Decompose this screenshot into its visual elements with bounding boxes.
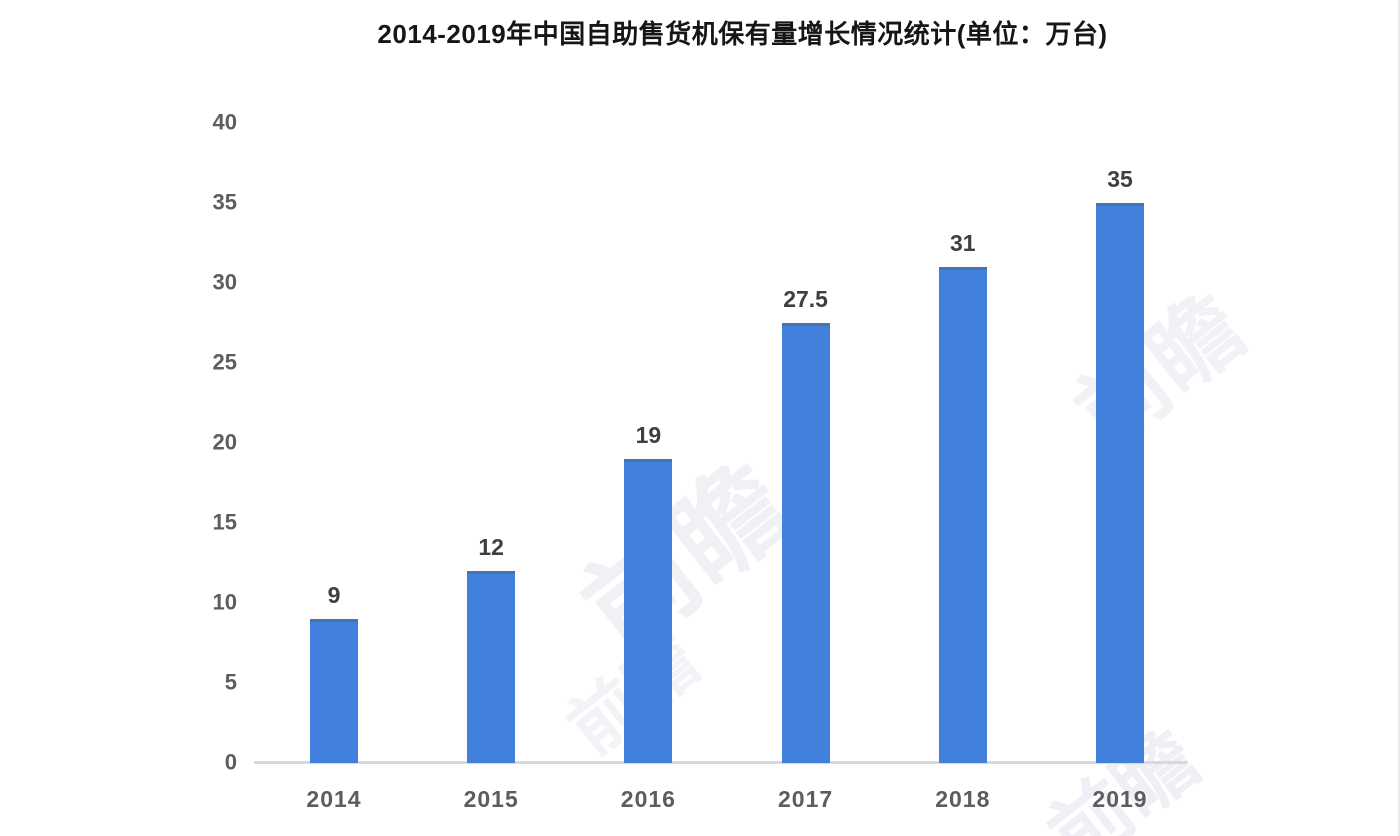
x-tick-label: 2016 xyxy=(620,786,676,812)
value-label: 35 xyxy=(1107,166,1133,192)
value-label: 9 xyxy=(327,582,341,608)
y-tick-label: 0 xyxy=(224,749,237,775)
x-axis-line xyxy=(254,761,1187,764)
y-tick-label: 10 xyxy=(212,589,237,615)
bar-2014 xyxy=(310,619,358,763)
chart-title: 2014-2019年中国自助售货机保有量增长情况统计(单位：万台) xyxy=(377,19,1108,49)
y-tick-label: 25 xyxy=(212,349,237,375)
y-tick-label: 15 xyxy=(212,509,237,535)
x-tick-label: 2015 xyxy=(463,786,519,812)
x-tick-label: 2014 xyxy=(306,786,362,812)
x-tick-label: 2018 xyxy=(935,786,991,812)
y-tick-label: 35 xyxy=(212,189,237,215)
y-tick-label: 30 xyxy=(212,269,237,295)
bar-2017 xyxy=(781,323,830,763)
bar-2018 xyxy=(938,267,987,763)
value-label: 31 xyxy=(950,230,976,256)
x-tick-label: 2017 xyxy=(778,786,834,812)
value-label: 19 xyxy=(635,422,662,448)
value-label: 27.5 xyxy=(783,286,828,312)
value-label: 12 xyxy=(478,534,504,560)
x-tick-label: 2019 xyxy=(1092,786,1148,812)
y-tick-label: 40 xyxy=(212,109,237,135)
bar-2015 xyxy=(467,571,516,763)
bar-2016 xyxy=(624,459,673,763)
y-tick-label: 20 xyxy=(212,429,237,455)
y-tick-label: 5 xyxy=(224,669,237,695)
bar-2019 xyxy=(1096,203,1144,763)
